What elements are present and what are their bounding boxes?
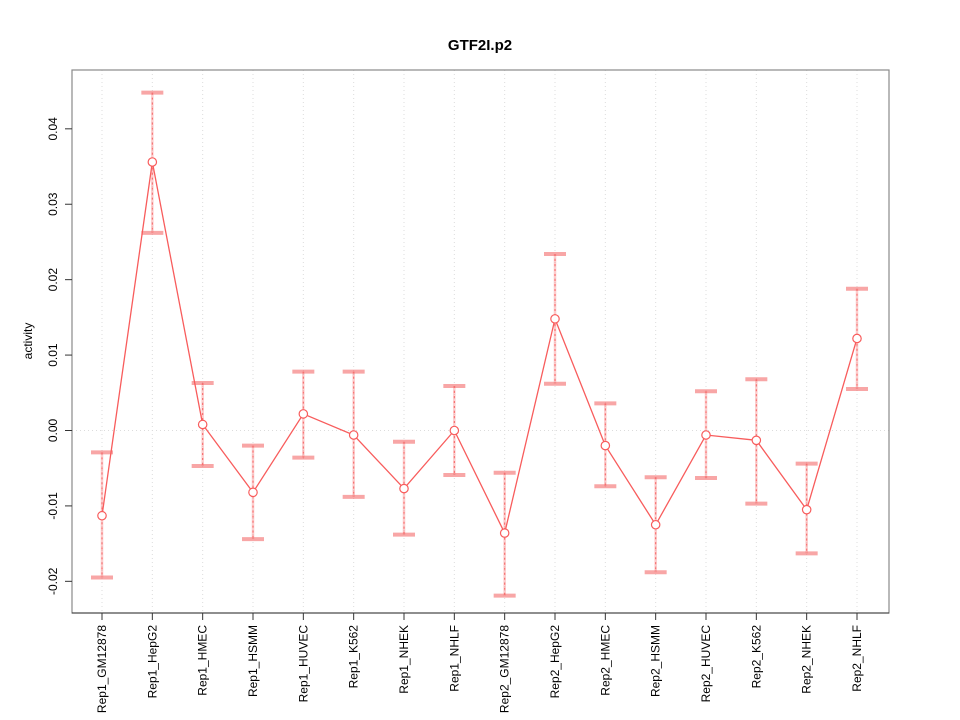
y-tick-label: 0.03 [46, 192, 60, 216]
x-tick-label: Rep2_HMEC [598, 625, 612, 696]
data-point [600, 440, 611, 451]
y-tick-label: 0.01 [46, 343, 60, 367]
x-tick-label: Rep2_NHLF [850, 625, 864, 692]
series-line [101, 161, 858, 535]
x-tick-label: Rep2_GM12878 [498, 625, 512, 713]
x-tick-label: Rep1_HepG2 [145, 625, 159, 699]
data-point [197, 419, 208, 430]
data-point [852, 333, 862, 344]
data-point [147, 157, 158, 167]
x-tick-label: Rep2_NHEK [800, 625, 814, 694]
x-tick-label: Rep2_K562 [749, 625, 763, 689]
data-point [399, 483, 409, 494]
data-point [348, 430, 359, 440]
chart-title: GTF2I.p2 [448, 37, 512, 54]
y-tick-label: -0.02 [46, 567, 60, 595]
data-point [751, 435, 762, 446]
y-tick-label: 0.00 [46, 418, 60, 442]
x-tick-label: Rep1_HMEC [196, 625, 210, 696]
data-point [248, 487, 258, 498]
data-point [801, 504, 812, 515]
data-point [701, 430, 711, 440]
y-tick-label: 0.02 [46, 268, 60, 292]
x-tick-label: Rep2_HSMM [649, 625, 663, 697]
x-tick-label: Rep2_HUVEC [699, 625, 713, 703]
x-tick-label: Rep1_NHEK [397, 625, 411, 694]
data-point [650, 519, 661, 530]
data-point [499, 528, 510, 538]
x-tick-label: Rep1_K562 [347, 625, 361, 689]
y-tick-label: -0.01 [46, 492, 60, 520]
x-tick-label: Rep1_HSMM [246, 625, 260, 697]
x-tick-label: Rep1_NHLF [447, 625, 461, 692]
x-tick-label: Rep1_HUVEC [296, 625, 310, 703]
y-tick-label: 0.04 [46, 117, 60, 141]
data-point [449, 425, 460, 436]
data-point [298, 409, 309, 419]
data-point [97, 510, 107, 521]
y-axis-label: activity [21, 323, 35, 360]
x-tick-label: Rep2_HepG2 [548, 625, 562, 699]
data-point [550, 314, 560, 324]
plot-box [71, 69, 890, 614]
plot-area: Rep1_GM12878 Rep1_HepG2 Rep1_HMEC Rep1_HSMM… [46, 69, 890, 713]
x-tick-label: Rep1_GM12878 [95, 625, 109, 713]
